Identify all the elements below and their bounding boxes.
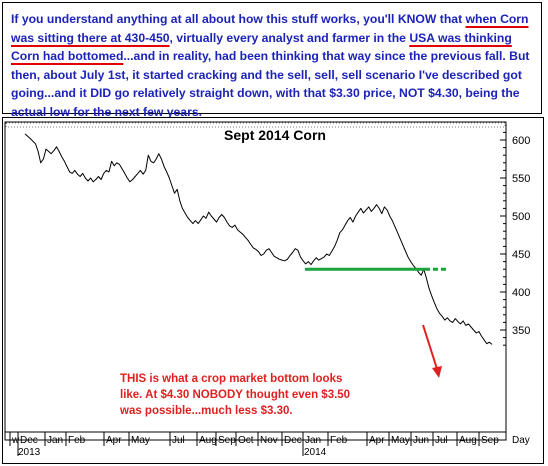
caption-underlined-part: when Corn was sitting there at 430-450 [11, 12, 529, 45]
x-tick-label: Dec [20, 435, 38, 446]
annotation: THIS is what a crop market bottom looks … [119, 373, 353, 417]
day-label: Day [512, 435, 530, 446]
annotation-line: THIS is what a crop market bottom looks [120, 373, 342, 385]
x-tick-label: May [131, 435, 150, 446]
arrow-head [432, 366, 442, 378]
chart-title: Sept 2014 Corn [224, 127, 326, 143]
y-axis: 350 400 450 500 550 600 [500, 122, 530, 440]
x-tick-label: Aug [459, 435, 477, 446]
x-tick-label: Feb [330, 435, 348, 446]
x-tick-label: Jan [47, 435, 63, 446]
x-tick-label: Jul [435, 435, 448, 446]
y-tick-label: 450 [512, 249, 530, 261]
x-tick-label: Sep [218, 435, 236, 446]
x-tick-label: Apr [369, 435, 385, 446]
caption-underlined-part: USA was thinking Corn had bottomed [11, 30, 512, 64]
top-dotted-edge [5, 122, 506, 128]
x-tick-label: May [391, 435, 410, 446]
y-tick-label: 400 [512, 287, 530, 299]
year-label: 2014 [304, 447, 327, 458]
annotation-line: was possible...much less $3.30. [119, 405, 293, 417]
x-tick-label: Sep [481, 435, 499, 446]
caption-text: If you understand anything at all about … [11, 10, 537, 122]
x-tick-label: Dec [284, 435, 302, 446]
plot-border [4, 121, 507, 441]
caption-part: If you understand anything at all about … [11, 12, 466, 26]
red-arrow [422, 324, 442, 378]
x-tick-label: Jun [413, 435, 429, 446]
y-tick-label: 350 [512, 325, 530, 337]
x-tick-label: Feb [68, 435, 86, 446]
caption-box: If you understand anything at all about … [2, 2, 542, 119]
y-tick-label: 600 [512, 135, 530, 147]
year-label: 2013 [18, 447, 41, 458]
x-tick-label: Nov [260, 435, 278, 446]
x-tick-label: Apr [106, 435, 122, 446]
plot-area [4, 121, 507, 441]
arrow-shaft [422, 324, 439, 373]
x-tick-label: Aug [199, 435, 217, 446]
y-tick-label: 550 [512, 173, 530, 185]
y-tick-label: 500 [512, 211, 530, 223]
x-tick-label: w [11, 435, 20, 446]
annotation-line: like. At $4.30 NOBODY thought even $3.50 [120, 389, 350, 401]
x-tick-label: Jan [305, 435, 321, 446]
x-tick-label: Jul [172, 435, 185, 446]
x-tick-label: Oct [238, 435, 254, 446]
caption-part: ...and in reality, had been thinking tha… [11, 49, 530, 119]
caption-part: , virtually every analyst and farmer in … [169, 30, 410, 45]
price-line [24, 133, 493, 345]
x-axis: w Dec Jan Feb Apr May Jul Aug Sep Oct Nov Dec Jan Feb… [5, 431, 530, 458]
